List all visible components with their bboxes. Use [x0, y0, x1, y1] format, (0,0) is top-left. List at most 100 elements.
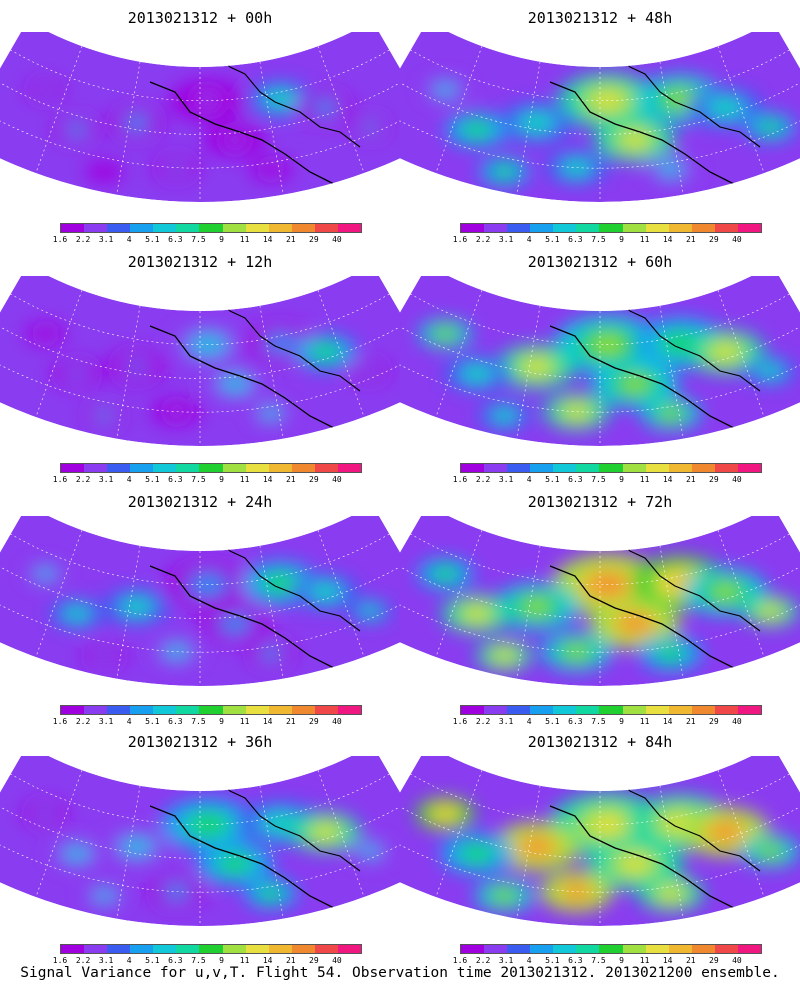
colorbar-tick-label: 2.2: [75, 717, 91, 726]
colorbar-swatch: [461, 464, 485, 472]
figure-caption: Signal Variance for u,v,T. Flight 54. Ob…: [20, 965, 780, 981]
colorbar-swatch: [291, 464, 315, 472]
variance-region: [126, 841, 147, 853]
colorbar-swatch: [530, 224, 554, 232]
variance-region: [226, 134, 244, 145]
colorbar-tick-label: 29: [709, 717, 719, 726]
colorbar-tick-label: 21: [285, 235, 296, 244]
colorbar-swatch: [199, 706, 223, 714]
colorbar-swatch: [576, 706, 600, 714]
variance-region: [467, 608, 487, 620]
colorbar-swatch: [507, 706, 531, 714]
colorbar-labels: 1.6 2.2 3.1 4 5.1 6.3 7.5 9 11 14 21 29 40: [53, 475, 360, 485]
colorbar-tick-label: 9: [219, 717, 224, 726]
colorbar-swatch: [576, 224, 600, 232]
colorbar-swatch: [737, 945, 762, 953]
colorbar-tick-label: 29: [709, 475, 719, 484]
parallel-line: [400, 802, 800, 859]
colorbar-swatch: [645, 224, 669, 232]
colorbar-swatch: [222, 464, 246, 472]
variance-region: [263, 649, 278, 658]
colorbar-labels: 1.6 2.2 3.1 4 5.1 6.3 7.5 9 11 14 21 29 40: [453, 717, 760, 727]
colorbar-swatch: [107, 224, 131, 232]
colorbar-swatch: [176, 945, 200, 953]
variance-region: [467, 368, 487, 380]
variance-region: [40, 86, 51, 93]
colorbar-tick-label: 2.2: [75, 475, 91, 484]
colorbar-tick-label: 11: [639, 717, 650, 726]
colorbar-swatch: [84, 706, 108, 714]
colorbar-swatch: [153, 706, 177, 714]
colorbar-tick-label: 2.2: [475, 956, 491, 965]
colorbar-tick-label: 14: [662, 956, 673, 965]
variance-region: [667, 92, 693, 107]
colorbar-swatch: [576, 945, 600, 953]
colorbar-swatch: [622, 224, 646, 232]
colorbar-labels: 1.6 2.2 3.1 4 5.1 6.3 7.5 9 11 14 21 29 40: [453, 956, 760, 966]
colorbar-swatch: [737, 706, 762, 714]
colorbar-swatch: [130, 224, 154, 232]
variance-region: [316, 586, 335, 598]
colorbar-swatch: [714, 945, 738, 953]
forecast-map: [0, 516, 400, 686]
variance-region: [39, 330, 52, 338]
variance-region: [437, 329, 453, 339]
colorbar-swatch: [222, 706, 246, 714]
colorbar-tick-label: 5.1: [545, 475, 560, 484]
colorbar-swatch: [107, 464, 131, 472]
colorbar-swatch: [176, 706, 200, 714]
colorbar-tick-label: 3.1: [498, 235, 514, 244]
colorbar-swatch: [107, 945, 131, 953]
colorbar-tick-label: 40: [732, 235, 742, 244]
variance-region: [622, 616, 648, 632]
colorbar-swatch: [553, 224, 577, 232]
parallel-line: [400, 592, 800, 653]
colorbar-swatch: [691, 945, 715, 953]
parallel-line: [10, 49, 390, 101]
colorbar-tick-label: 9: [619, 235, 624, 244]
variance-region: [39, 570, 52, 578]
parallel-line: [400, 832, 800, 893]
colorbar-tick-label: 21: [685, 235, 696, 244]
colorbar-tick-label: 6.3: [568, 956, 583, 965]
colorbar-tick-label: 11: [639, 235, 650, 244]
colorbar: [60, 223, 362, 233]
colorbar-tick-label: 6.3: [568, 717, 583, 726]
colorbar-swatch: [245, 224, 269, 232]
variance-region: [98, 652, 111, 660]
variance-region: [263, 889, 279, 898]
variance-region: [663, 164, 679, 174]
colorbar-tick-label: 29: [309, 235, 319, 244]
colorbar-tick-label: 14: [662, 475, 673, 484]
parallel-line: [400, 108, 800, 169]
colorbar-swatch: [691, 464, 715, 472]
forecast-map: [0, 756, 400, 926]
colorbar-tick-label: 21: [285, 717, 296, 726]
colorbar-swatch: [507, 945, 531, 953]
colorbar-tick-label: 14: [662, 235, 673, 244]
colorbar-swatch: [461, 224, 485, 232]
colorbar-tick-label: 14: [262, 235, 273, 244]
colorbar-swatch: [291, 706, 315, 714]
variance-region: [524, 600, 549, 614]
colorbar: [460, 944, 762, 954]
colorbar-tick-label: 7.5: [191, 235, 206, 244]
colorbar-tick-label: 7.5: [191, 717, 206, 726]
variance-region: [525, 360, 548, 374]
parallel-line: [410, 533, 790, 585]
colorbar-tick-label: 29: [709, 235, 719, 244]
variance-region: [315, 826, 336, 838]
variance-region: [270, 337, 291, 349]
colorbar-tick-label: 11: [639, 475, 650, 484]
colorbar-tick-label: 7.5: [591, 717, 606, 726]
colorbar-swatch: [461, 945, 485, 953]
colorbar-swatch: [199, 945, 223, 953]
colorbar-swatch: [484, 464, 508, 472]
colorbar-tick-label: 1.6: [52, 956, 68, 965]
colorbar-swatch: [245, 464, 269, 472]
variance-region: [762, 846, 779, 856]
colorbar-swatch: [714, 706, 738, 714]
panel-title: 2013021312 + 48h: [527, 9, 673, 27]
variance-region: [127, 361, 146, 372]
variance-region: [468, 124, 486, 135]
